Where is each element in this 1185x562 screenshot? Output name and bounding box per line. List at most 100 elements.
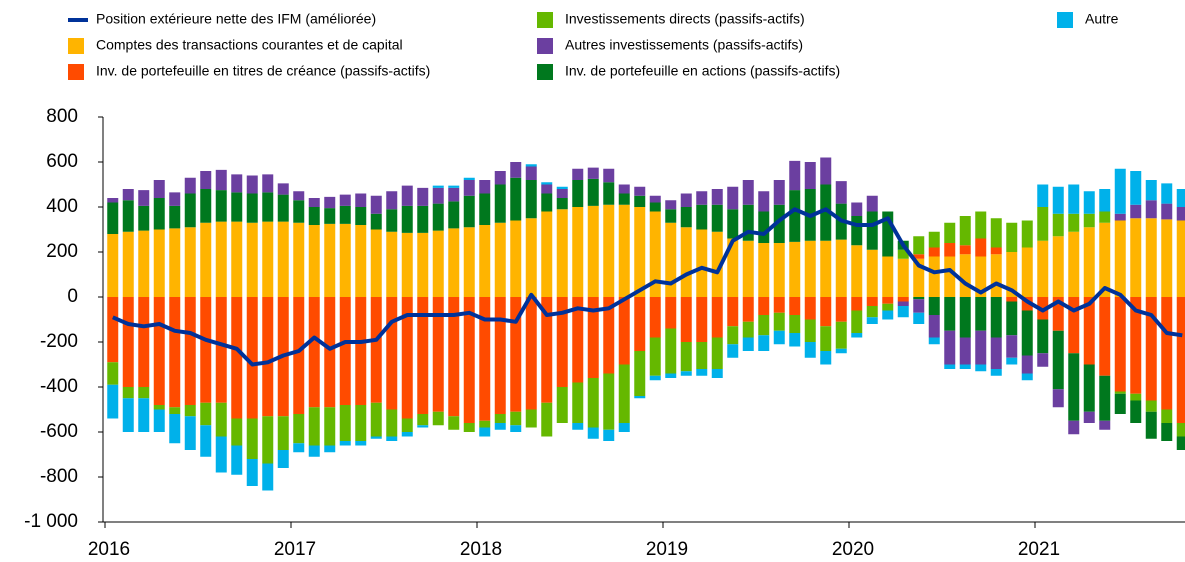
bar (1052, 236, 1064, 297)
bar (184, 416, 196, 450)
bar (448, 187, 460, 202)
bar (758, 335, 770, 351)
bar (866, 297, 878, 306)
bar (587, 167, 599, 179)
bar (169, 228, 181, 297)
bar (1021, 247, 1033, 297)
bar (975, 364, 987, 372)
bar (370, 229, 382, 297)
bar (1130, 393, 1142, 401)
y-tick-label: 0 (67, 286, 78, 307)
bar (525, 166, 537, 180)
bar (727, 238, 739, 297)
bar (711, 189, 723, 205)
bar (959, 337, 971, 365)
y-tick-label: 200 (46, 241, 78, 262)
bar (696, 342, 708, 369)
bar (696, 297, 708, 342)
bar (1037, 353, 1049, 367)
bar (1021, 310, 1033, 356)
bar (215, 221, 227, 297)
bar (324, 445, 336, 453)
bar (184, 227, 196, 297)
bar (1068, 353, 1080, 421)
bar (1176, 297, 1185, 423)
bar (246, 222, 258, 297)
bar (1114, 213, 1126, 221)
bar (246, 418, 258, 459)
bar (417, 425, 429, 428)
bar (355, 441, 367, 446)
bar (897, 306, 909, 318)
bar (851, 333, 863, 338)
bar (262, 416, 274, 464)
bar (107, 362, 119, 385)
bar (262, 192, 274, 222)
bar (432, 411, 444, 426)
bar (897, 249, 909, 259)
bar (448, 228, 460, 297)
x-tick-label: 2016 (88, 539, 130, 560)
bar (138, 297, 150, 387)
bar (1114, 220, 1126, 297)
bar (1052, 186, 1064, 214)
bar (944, 256, 956, 297)
bar (1099, 222, 1111, 297)
bar (417, 205, 429, 233)
bar (1068, 420, 1080, 435)
bar (634, 207, 646, 297)
bar (448, 201, 460, 229)
bar (913, 236, 925, 255)
bar (789, 241, 801, 297)
bar (463, 177, 475, 180)
bar (370, 213, 382, 230)
bar (184, 297, 196, 405)
bar (680, 297, 692, 342)
line (112, 207, 1183, 367)
bar (835, 321, 847, 349)
bar (882, 256, 894, 297)
bar (122, 200, 134, 232)
bar (541, 297, 553, 403)
bar (820, 184, 832, 241)
bar (1161, 297, 1173, 410)
bar (680, 227, 692, 297)
bar (789, 315, 801, 333)
bar (463, 195, 475, 228)
bar (928, 315, 940, 338)
bar (665, 222, 677, 297)
bar (587, 205, 599, 297)
bar (1083, 191, 1095, 214)
y-tick-label: -600 (40, 421, 78, 442)
bar (990, 297, 1002, 338)
bar (277, 450, 289, 468)
bar (1176, 423, 1185, 437)
bar (184, 177, 196, 194)
bar (1099, 375, 1111, 421)
bar (277, 183, 289, 195)
bar (122, 398, 134, 432)
bar (711, 337, 723, 369)
bar (990, 254, 1002, 297)
bar (1176, 220, 1185, 297)
bar (851, 297, 863, 311)
bar (773, 330, 785, 345)
bar (401, 205, 413, 233)
x-tick-label: 2021 (1018, 539, 1060, 560)
bar (355, 225, 367, 297)
bar (463, 297, 475, 423)
bar (804, 319, 816, 342)
bar (1068, 213, 1080, 232)
bar (990, 218, 1002, 248)
bar (1114, 393, 1126, 414)
bar (1021, 220, 1033, 248)
bar (401, 418, 413, 432)
bar (494, 184, 506, 223)
bar (432, 297, 444, 412)
bar (215, 297, 227, 403)
bar (928, 231, 940, 248)
bar (1099, 211, 1111, 223)
bar (634, 351, 646, 396)
bar (122, 387, 134, 399)
bar (680, 342, 692, 372)
